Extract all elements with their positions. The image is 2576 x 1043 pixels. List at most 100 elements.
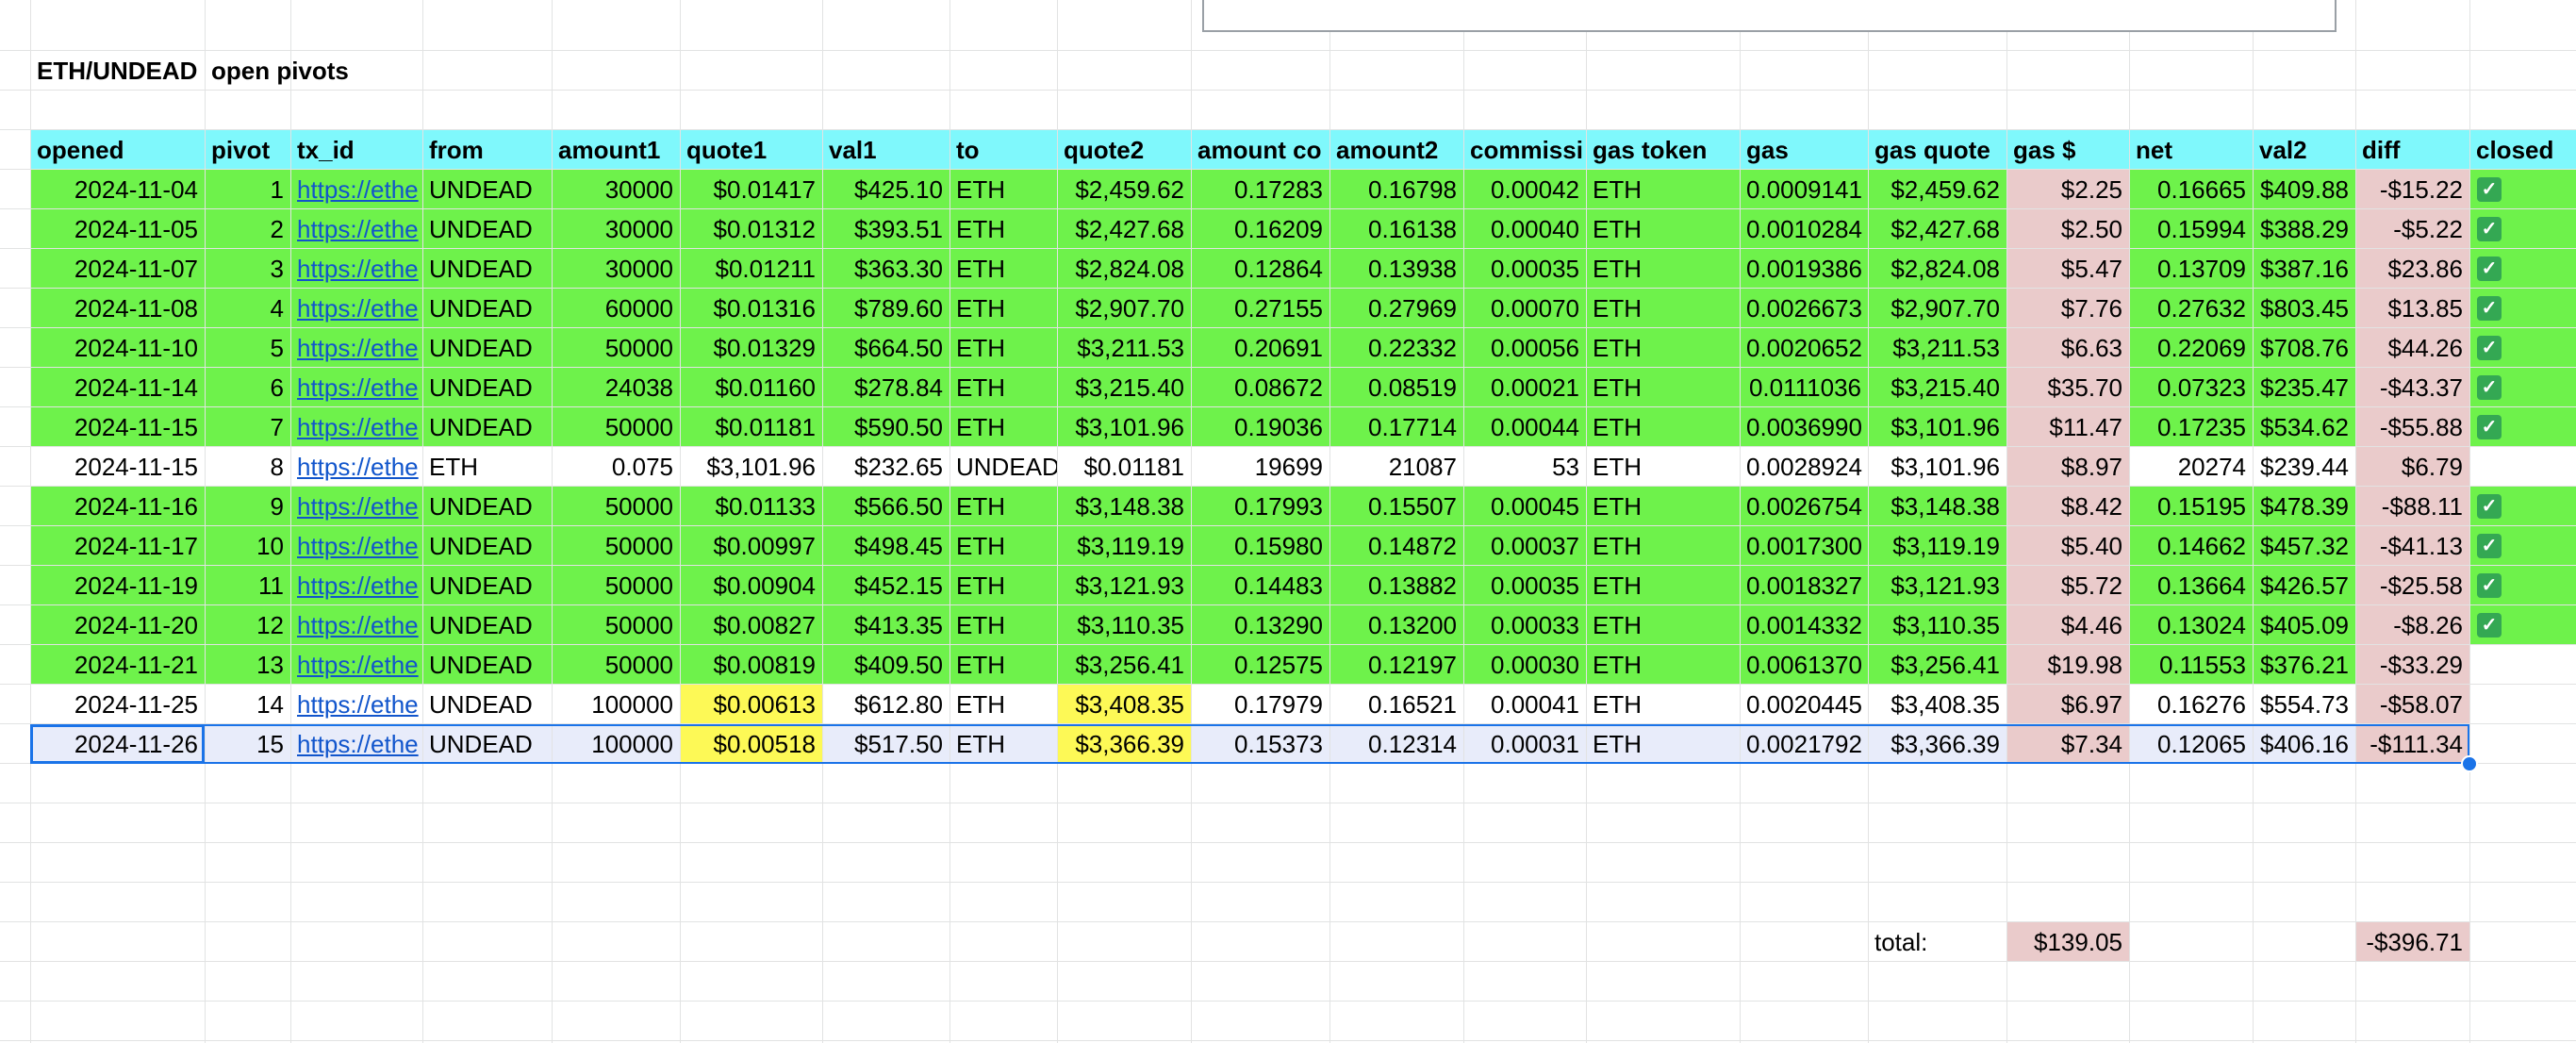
column-header-net[interactable]: net [2136, 136, 2172, 164]
cell-amount1[interactable]: 0.075 [611, 453, 673, 481]
cell-gasquote[interactable]: $3,211.53 [1892, 334, 2000, 362]
column-header-gas[interactable]: gas [1746, 136, 1789, 164]
cell-to[interactable]: ETH [956, 175, 1005, 204]
cell-val1[interactable]: $278.84 [854, 373, 943, 402]
cell-val2[interactable]: $376.21 [2260, 651, 2349, 679]
checked-checkbox-icon[interactable]: ✓ [2477, 296, 2502, 321]
cell-opened[interactable]: 2024-11-15 [74, 453, 198, 481]
cell-pivot[interactable]: 8 [270, 453, 284, 481]
tx-link[interactable]: https://ethe [297, 175, 419, 204]
cell-gasquote[interactable]: $3,101.96 [1891, 453, 2000, 481]
column-header-commission[interactable]: commissi [1470, 136, 1583, 164]
cell-quote2[interactable]: $3,408.35 [1075, 690, 1184, 719]
column-header-gastoken[interactable]: gas token [1593, 136, 1708, 164]
column-header-diff[interactable]: diff [2362, 136, 2401, 164]
cell-amountco[interactable]: 0.19036 [1234, 413, 1323, 441]
cell-quote1[interactable]: $0.00819 [713, 651, 816, 679]
cell-amountco[interactable]: 0.16209 [1234, 215, 1323, 243]
cell-gas[interactable]: 0.0019386 [1746, 255, 1862, 283]
cell-net[interactable]: 0.14662 [2157, 532, 2246, 560]
cell-gasquote[interactable]: $3,366.39 [1891, 730, 2000, 758]
cell-amountco[interactable]: 0.13290 [1234, 611, 1323, 639]
cell-pivot[interactable]: 10 [256, 532, 284, 560]
cell-gas[interactable]: 0.0017300 [1746, 532, 1862, 560]
cell-gastoken[interactable]: ETH [1593, 453, 1642, 481]
cell-quote2[interactable]: $3,148.38 [1075, 492, 1184, 521]
cell-gas[interactable]: 0.0061370 [1746, 651, 1862, 679]
cell-gastoken[interactable]: ETH [1593, 413, 1642, 441]
cell-amount1[interactable]: 100000 [591, 730, 673, 758]
cell-gas[interactable]: 0.0009141 [1746, 175, 1862, 204]
tx-link[interactable]: https://ethe [297, 453, 419, 481]
tx-link[interactable]: https://ethe [297, 611, 419, 639]
cell-quote1[interactable]: $0.01312 [713, 215, 816, 243]
cell-val1[interactable]: $363.30 [854, 255, 943, 283]
cell-gastoken[interactable]: ETH [1593, 175, 1642, 204]
tx-link[interactable]: https://ethe [297, 532, 419, 560]
checked-checkbox-icon[interactable]: ✓ [2477, 613, 2502, 637]
cell-diff[interactable]: $44.26 [2387, 334, 2463, 362]
column-header-gasusd[interactable]: gas $ [2013, 136, 2076, 164]
cell-diff[interactable]: $6.79 [2401, 453, 2463, 481]
tx-link[interactable]: https://ethe [297, 255, 419, 283]
tx-link[interactable]: https://ethe [297, 730, 419, 758]
cell-quote1[interactable]: $0.01160 [715, 373, 816, 402]
cell-val2[interactable]: $426.57 [2260, 571, 2349, 600]
cell-gasusd[interactable]: $8.42 [2060, 492, 2122, 521]
cell-val2[interactable]: $534.62 [2260, 413, 2349, 441]
cell-diff[interactable]: -$88.11 [2381, 492, 2463, 521]
cell-commission[interactable]: 0.00033 [1491, 611, 1579, 639]
cell-amountco[interactable]: 0.17283 [1234, 175, 1323, 204]
cell-amount2[interactable]: 0.12314 [1368, 730, 1457, 758]
cell-val1[interactable]: $590.50 [854, 413, 943, 441]
cell-pivot[interactable]: 1 [270, 175, 284, 204]
cell-pivot[interactable]: 2 [270, 215, 284, 243]
cell-opened[interactable]: 2024-11-07 [74, 255, 198, 283]
checked-checkbox-icon[interactable]: ✓ [2477, 217, 2502, 241]
cell-to[interactable]: ETH [956, 571, 1005, 600]
cell-amount2[interactable]: 0.17714 [1368, 413, 1457, 441]
cell-amount1[interactable]: 50000 [604, 413, 673, 441]
cell-gastoken[interactable]: ETH [1593, 492, 1642, 521]
cell-gasusd[interactable]: $35.70 [2047, 373, 2122, 402]
cell-gas[interactable]: 0.0010284 [1746, 215, 1862, 243]
cell-opened[interactable]: 2024-11-19 [74, 571, 198, 600]
cell-to[interactable]: UNDEAD [956, 453, 1057, 481]
cell-net[interactable]: 0.13024 [2157, 611, 2246, 639]
cell-net[interactable]: 0.17235 [2157, 413, 2246, 441]
cell-net[interactable]: 0.16276 [2157, 690, 2246, 719]
cell-pivot[interactable]: 7 [270, 413, 284, 441]
cell-quote1[interactable]: $0.01133 [715, 492, 816, 521]
cell-commission[interactable]: 0.00044 [1491, 413, 1579, 441]
cell-amount1[interactable]: 24038 [604, 373, 673, 402]
cell-gasusd[interactable]: $8.97 [2060, 453, 2122, 481]
cell-gas[interactable]: 0.0026673 [1746, 294, 1862, 323]
cell-gasquote[interactable]: $3,110.35 [1892, 611, 2000, 639]
column-header-amountco[interactable]: amount co [1197, 136, 1322, 164]
cell-gasusd[interactable]: $2.25 [2060, 175, 2122, 204]
cell-quote1[interactable]: $0.01329 [713, 334, 816, 362]
cell-amount1[interactable]: 100000 [591, 690, 673, 719]
cell-amount1[interactable]: 30000 [604, 175, 673, 204]
cell-gastoken[interactable]: ETH [1593, 373, 1642, 402]
cell-gasusd[interactable]: $6.97 [2060, 690, 2122, 719]
column-header-amount1[interactable]: amount1 [558, 136, 661, 164]
column-header-to[interactable]: to [956, 136, 980, 164]
cell-amount2[interactable]: 0.15507 [1368, 492, 1457, 521]
cell-commission[interactable]: 0.00021 [1491, 373, 1579, 402]
cell-from[interactable]: UNDEAD [429, 651, 533, 679]
cell-val1[interactable]: $789.60 [854, 294, 943, 323]
cell-opened[interactable]: 2024-11-04 [74, 175, 198, 204]
cell-amount2[interactable]: 0.14872 [1368, 532, 1457, 560]
checked-checkbox-icon[interactable]: ✓ [2477, 534, 2502, 558]
cell-quote1[interactable]: $0.01211 [715, 255, 816, 283]
cell-net[interactable]: 0.22069 [2157, 334, 2246, 362]
cell-gasusd[interactable]: $7.76 [2060, 294, 2122, 323]
cell-amount2[interactable]: 0.22332 [1368, 334, 1457, 362]
cell-amountco[interactable]: 0.08672 [1234, 373, 1323, 402]
cell-val2[interactable]: $405.09 [2260, 611, 2349, 639]
cell-net[interactable]: 0.13664 [2157, 571, 2246, 600]
cell-quote1[interactable]: $0.00904 [713, 571, 816, 600]
cell-quote1[interactable]: $3,101.96 [706, 453, 816, 481]
cell-pivot[interactable]: 4 [270, 294, 284, 323]
